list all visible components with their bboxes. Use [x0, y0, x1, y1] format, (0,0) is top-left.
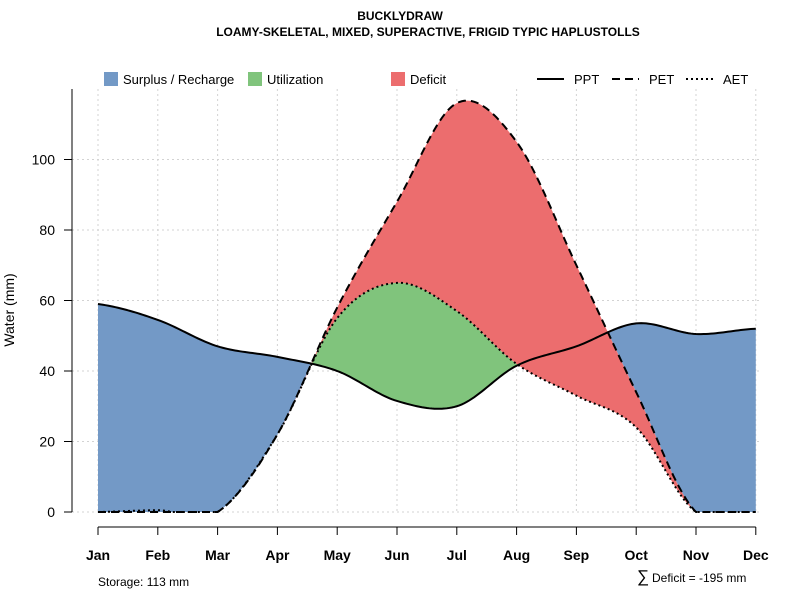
series-line-pet — [98, 99, 756, 513]
storage-annotation: Storage: 113 mm — [98, 575, 189, 589]
utilization-area — [98, 282, 756, 512]
legend-label-aet: AET — [723, 72, 748, 87]
x-tick-label-jan: Jan — [86, 547, 110, 563]
y-tick-label-0: 0 — [47, 504, 55, 520]
y-tick-label-80: 80 — [39, 222, 55, 238]
y-axis-label: Water (mm) — [1, 273, 17, 346]
x-tick-label-dec: Dec — [743, 547, 769, 563]
x-tick-label-apr: Apr — [265, 547, 290, 563]
x-tick-label-feb: Feb — [145, 547, 170, 563]
legend-label-utilization: Utilization — [267, 72, 323, 87]
y-tick-label-20: 20 — [39, 434, 55, 450]
deficit-area — [98, 100, 756, 512]
surplus-area — [98, 304, 756, 512]
legend-label-ppt: PPT — [574, 72, 599, 87]
legend-swatch-utilization — [248, 72, 262, 86]
area-layer — [98, 100, 756, 512]
y-tick-label-100: 100 — [32, 152, 56, 168]
legend-swatch-deficit — [391, 72, 405, 86]
legend-label-surplus: Surplus / Recharge — [123, 72, 234, 87]
deficit-annotation: Deficit = -195 mm — [652, 571, 746, 585]
y-tick-label-40: 40 — [39, 363, 55, 379]
deficit-sum-symbol: ∑ — [637, 567, 649, 586]
x-tick-label-jun: Jun — [385, 547, 410, 563]
x-tick-label-sep: Sep — [564, 547, 590, 563]
x-tick-label-aug: Aug — [503, 547, 530, 563]
x-tick-label-jul: Jul — [447, 547, 467, 563]
x-tick-label-oct: Oct — [625, 547, 649, 563]
chart-subtitle: LOAMY-SKELETAL, MIXED, SUPERACTIVE, FRIG… — [216, 25, 640, 39]
series-line-ppt — [97, 303, 756, 410]
legend: Surplus / Recharge Utilization Deficit PPT P… — [104, 72, 748, 87]
x-tick-label-nov: Nov — [683, 547, 710, 563]
chart-title: BUCKLYDRAW — [357, 9, 443, 23]
x-tick-label-may: May — [324, 547, 351, 563]
legend-swatch-surplus — [104, 72, 118, 86]
axis-layer: 0 20 40 60 80 100 Jan Feb Mar Apr May Jun Jul Aug Sep O… — [32, 89, 769, 563]
legend-label-pet: PET — [649, 72, 674, 87]
x-tick-label-mar: Mar — [205, 547, 230, 563]
legend-label-deficit: Deficit — [410, 72, 447, 87]
line-layer — [97, 99, 756, 513]
y-tick-label-60: 60 — [39, 293, 55, 309]
